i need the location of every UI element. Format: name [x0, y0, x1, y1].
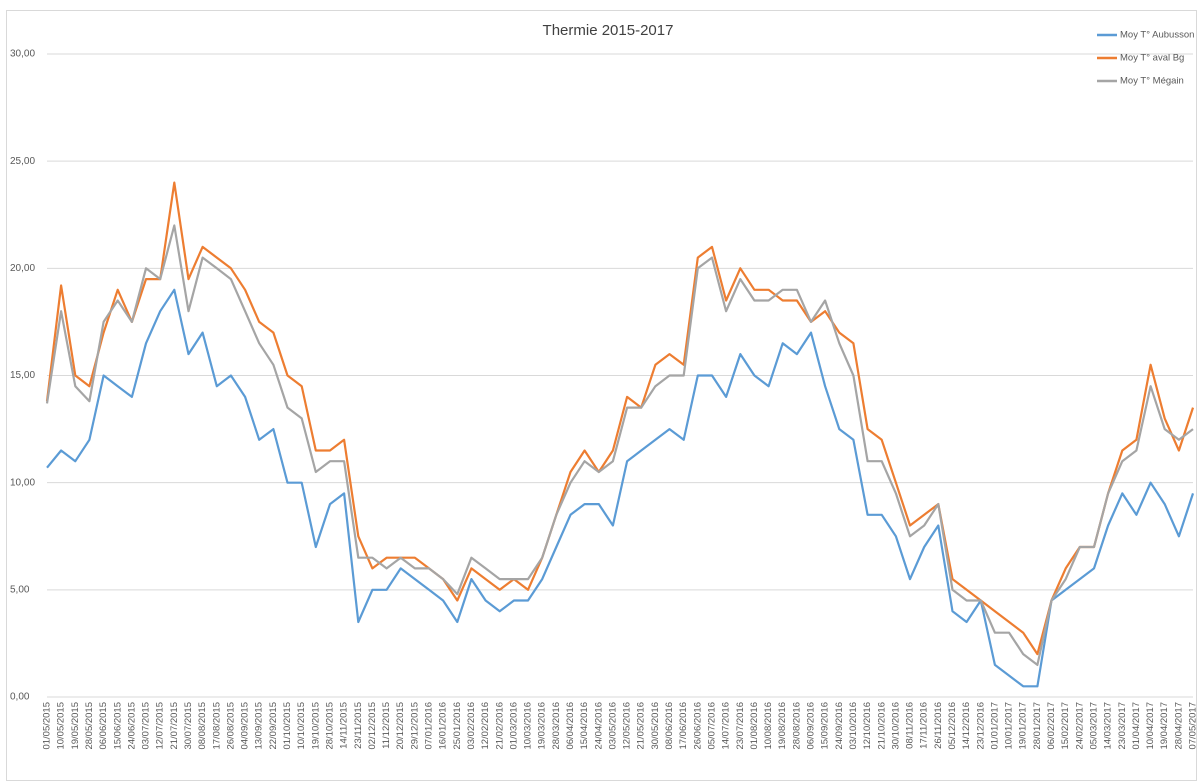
x-tick-label: 21/05/2016 [636, 702, 647, 750]
x-tick-label: 30/05/2016 [650, 702, 661, 750]
x-tick-label: 19/10/2015 [310, 702, 321, 750]
x-tick-label: 19/08/2016 [777, 702, 788, 750]
x-tick-label: 10/04/2017 [1145, 702, 1156, 750]
x-tick-label: 14/03/2017 [1103, 702, 1114, 750]
x-tick-label: 28/03/2016 [551, 702, 562, 750]
x-tick-label: 24/09/2016 [834, 702, 845, 750]
x-tick-label: 10/08/2016 [763, 702, 774, 750]
x-tick-label: 03/07/2015 [141, 702, 152, 750]
x-tick-label: 23/12/2016 [975, 702, 986, 750]
x-tick-label: 26/06/2016 [692, 702, 703, 750]
y-tick-label: 25,00 [10, 156, 35, 167]
x-tick-label: 08/08/2015 [197, 702, 208, 750]
y-tick-label: 5,00 [10, 584, 30, 595]
y-tick-label: 15,00 [10, 370, 35, 381]
x-tick-label: 10/10/2015 [296, 702, 307, 750]
x-tick-label: 19/01/2017 [1018, 702, 1029, 750]
x-tick-label: 15/06/2015 [112, 702, 123, 750]
x-tick-label: 17/11/2016 [919, 702, 930, 749]
x-tick-label: 08/06/2016 [664, 702, 675, 750]
x-tick-label: 10/01/2017 [1004, 702, 1015, 750]
x-tick-label: 28/01/2017 [1032, 702, 1043, 750]
x-tick-label: 29/12/2015 [409, 702, 420, 750]
x-tick-label: 28/04/2017 [1173, 702, 1184, 750]
x-tick-label: 23/11/2015 [353, 702, 364, 749]
x-tick-label: 06/06/2015 [98, 702, 109, 750]
x-tick-label: 21/10/2016 [876, 702, 887, 750]
x-tick-label: 28/08/2016 [791, 702, 802, 750]
x-tick-label: 12/10/2016 [862, 702, 873, 750]
x-tick-label: 10/05/2015 [56, 702, 67, 750]
x-tick-label: 12/02/2016 [480, 702, 491, 750]
x-tick-label: 26/08/2015 [225, 702, 236, 750]
chart-frame [6, 10, 1197, 781]
x-tick-label: 28/05/2015 [84, 702, 95, 750]
x-tick-label: 03/05/2016 [607, 702, 618, 750]
chart-title: Thermie 2015-2017 [543, 22, 674, 39]
x-tick-label: 15/02/2017 [1060, 702, 1071, 750]
x-tick-label: 14/12/2016 [961, 702, 972, 750]
x-tick-label: 07/05/2017 [1188, 702, 1198, 750]
x-tick-label: 05/03/2017 [1088, 702, 1099, 750]
x-tick-label: 01/05/2015 [42, 702, 53, 750]
x-tick-label: 15/04/2016 [579, 702, 590, 750]
data-line [46, 288, 1195, 688]
x-tick-label: 30/10/2016 [890, 702, 901, 750]
x-tick-label: 02/12/2015 [367, 702, 378, 750]
y-tick-label: 20,00 [10, 263, 35, 274]
legend-label: Moy T° Mégain [1120, 76, 1184, 87]
x-tick-label: 23/07/2016 [735, 702, 746, 750]
x-tick-label: 19/03/2016 [537, 702, 548, 750]
y-tick-label: 10,00 [10, 477, 35, 488]
x-tick-label: 17/06/2016 [678, 702, 689, 750]
x-tick-label: 21/02/2016 [494, 702, 505, 750]
x-tick-label: 25/01/2016 [452, 702, 463, 750]
legend-label: Moy T° aval Bg [1120, 53, 1184, 64]
y-tick-label: 30,00 [10, 49, 35, 60]
x-tick-label: 01/03/2016 [508, 702, 519, 750]
x-tick-label: 01/08/2016 [749, 702, 760, 750]
x-tick-label: 19/04/2017 [1159, 702, 1170, 750]
x-tick-label: 10/03/2016 [523, 702, 534, 750]
x-tick-label: 22/09/2015 [268, 702, 279, 750]
x-tick-label: 01/04/2017 [1131, 702, 1142, 750]
data-line [45, 224, 1194, 666]
x-tick-label: 24/06/2015 [126, 702, 137, 750]
x-tick-label: 08/11/2016 [905, 702, 916, 749]
x-tick-label: 21/07/2015 [169, 702, 180, 750]
x-tick-label: 07/01/2016 [424, 702, 435, 750]
x-tick-label: 11/12/2015 [381, 702, 392, 749]
x-tick-label: 06/02/2017 [1046, 702, 1057, 750]
x-tick-label: 14/11/2015 [339, 702, 350, 749]
x-tick-label: 03/02/2016 [466, 702, 477, 750]
x-tick-label: 04/09/2015 [240, 702, 251, 750]
x-tick-label: 15/09/2016 [820, 702, 831, 750]
x-tick-label: 01/10/2015 [282, 702, 293, 750]
x-tick-label: 12/05/2016 [622, 702, 633, 750]
x-tick-label: 23/03/2017 [1117, 702, 1128, 750]
x-tick-label: 13/09/2015 [254, 702, 265, 750]
x-tick-label: 30/07/2015 [183, 702, 194, 750]
x-tick-label: 06/04/2016 [565, 702, 576, 750]
x-tick-label: 01/01/2017 [989, 702, 1000, 750]
x-tick-label: 16/01/2016 [438, 702, 449, 750]
x-tick-label: 24/04/2016 [593, 702, 604, 750]
data-line [45, 181, 1195, 656]
x-tick-label: 06/09/2016 [806, 702, 817, 750]
x-tick-label: 28/10/2015 [324, 702, 335, 750]
x-tick-label: 20/12/2015 [395, 702, 406, 750]
x-tick-label: 12/07/2015 [155, 702, 166, 750]
legend-label: Moy T° Aubusson [1120, 30, 1194, 41]
x-tick-label: 05/12/2016 [947, 702, 958, 750]
x-tick-label: 19/05/2015 [70, 702, 81, 750]
x-tick-label: 17/08/2015 [211, 702, 222, 750]
x-tick-label: 05/07/2016 [706, 702, 717, 750]
x-tick-label: 03/10/2016 [848, 702, 859, 750]
x-tick-label: 14/07/2016 [721, 702, 732, 750]
x-tick-label: 26/11/2016 [933, 702, 944, 749]
x-tick-label: 24/02/2017 [1074, 702, 1085, 750]
y-tick-label: 0,00 [10, 692, 30, 703]
